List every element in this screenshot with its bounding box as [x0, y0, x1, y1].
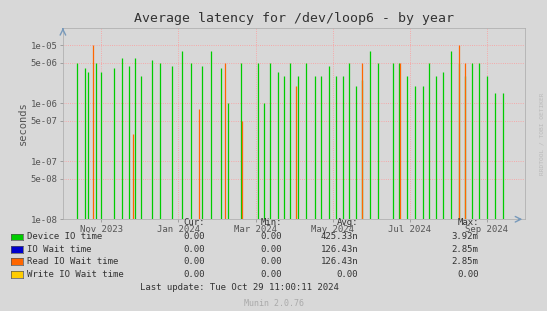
Text: 0.00: 0.00 — [457, 270, 479, 279]
Text: 0.00: 0.00 — [184, 258, 205, 266]
Y-axis label: seconds: seconds — [18, 102, 28, 146]
Text: 0.00: 0.00 — [184, 270, 205, 279]
Text: Write IO Wait time: Write IO Wait time — [27, 270, 124, 279]
Title: Average latency for /dev/loop6 - by year: Average latency for /dev/loop6 - by year — [134, 12, 454, 26]
Text: 425.33n: 425.33n — [321, 233, 358, 241]
Text: 0.00: 0.00 — [260, 258, 282, 266]
Text: Munin 2.0.76: Munin 2.0.76 — [243, 299, 304, 308]
Text: Max:: Max: — [457, 218, 479, 227]
Text: Min:: Min: — [260, 218, 282, 227]
Text: RRDTOOL / TOBI OETIKER: RRDTOOL / TOBI OETIKER — [539, 92, 544, 175]
Text: Device IO time: Device IO time — [27, 233, 103, 241]
Text: 0.00: 0.00 — [337, 270, 358, 279]
Text: 2.85m: 2.85m — [452, 245, 479, 254]
Text: Last update: Tue Oct 29 11:00:11 2024: Last update: Tue Oct 29 11:00:11 2024 — [140, 283, 339, 292]
Text: Cur:: Cur: — [184, 218, 205, 227]
Text: 0.00: 0.00 — [184, 245, 205, 254]
Text: Read IO Wait time: Read IO Wait time — [27, 258, 119, 266]
Text: 0.00: 0.00 — [260, 270, 282, 279]
Text: Avg:: Avg: — [337, 218, 358, 227]
Text: 126.43n: 126.43n — [321, 245, 358, 254]
Text: 0.00: 0.00 — [260, 233, 282, 241]
Text: IO Wait time: IO Wait time — [27, 245, 92, 254]
Text: 0.00: 0.00 — [260, 245, 282, 254]
Text: 2.85m: 2.85m — [452, 258, 479, 266]
Text: 126.43n: 126.43n — [321, 258, 358, 266]
Text: 3.92m: 3.92m — [452, 233, 479, 241]
Text: 0.00: 0.00 — [184, 233, 205, 241]
